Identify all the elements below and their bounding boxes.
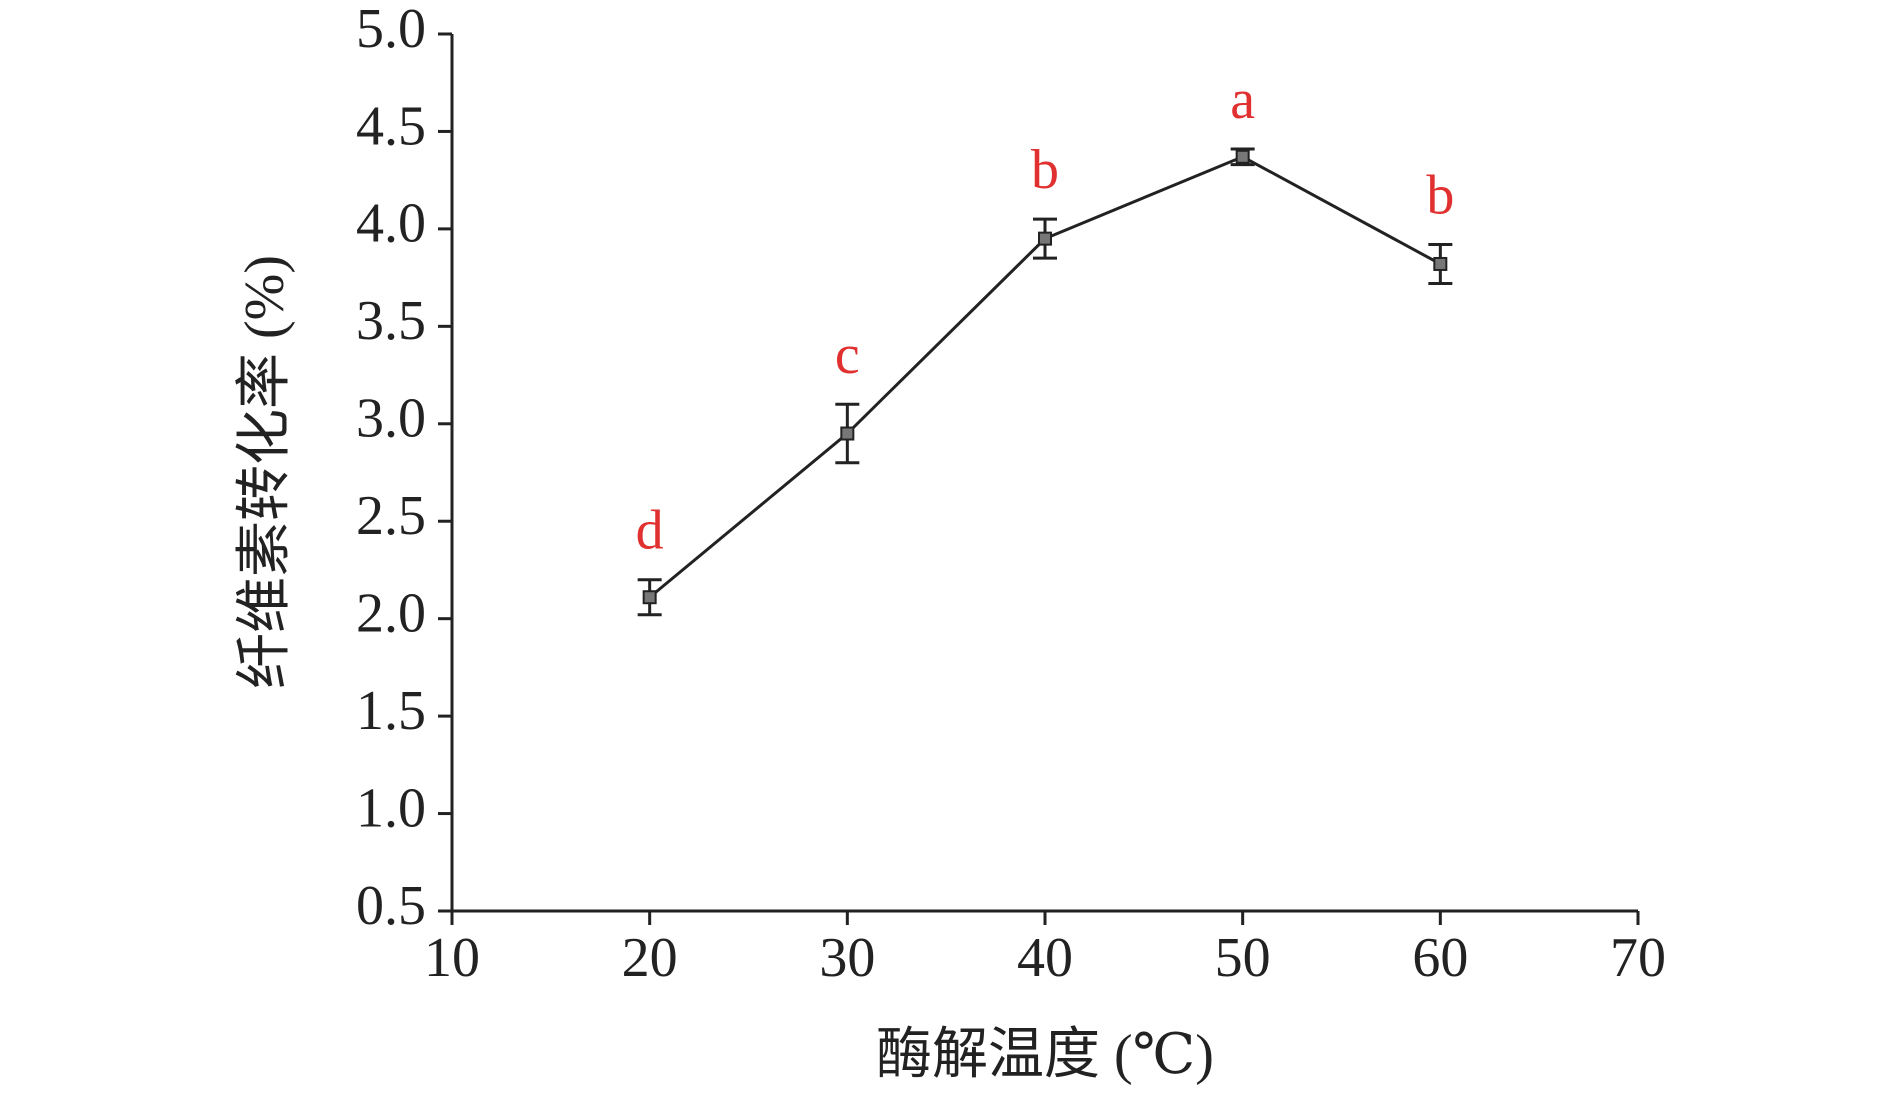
y-tick-label: 5.0 — [356, 0, 426, 60]
x-tick-label: 20 — [622, 927, 678, 989]
x-tick-label: 40 — [1017, 927, 1073, 989]
annotation: a — [1230, 69, 1255, 131]
y-tick-label: 0.5 — [356, 875, 426, 937]
marker — [840, 426, 855, 441]
y-tick-label: 3.0 — [356, 388, 426, 450]
y-tick-label: 1.0 — [356, 777, 426, 839]
marker — [1038, 231, 1052, 246]
x-axis-title: 酶解温度 (℃) — [876, 1024, 1214, 1086]
x-tick-label: 10 — [424, 927, 480, 989]
annotation: d — [636, 500, 664, 562]
y-tick-label: 1.5 — [356, 680, 426, 742]
y-axis-title: 纤维素转化率 (%) — [234, 255, 296, 689]
y-tick-label: 4.0 — [356, 193, 426, 255]
marker — [642, 590, 657, 605]
annotation: b — [1031, 139, 1059, 201]
y-tick-label: 2.5 — [356, 485, 426, 547]
x-tick-label: 50 — [1215, 927, 1271, 989]
marker — [1433, 256, 1448, 271]
marker — [1235, 149, 1250, 164]
annotation: c — [835, 324, 860, 386]
y-tick-label: 4.5 — [356, 95, 426, 157]
x-tick-label: 30 — [819, 927, 875, 989]
y-tick-label: 3.5 — [356, 290, 426, 352]
y-tick-label: 2.0 — [356, 583, 426, 645]
x-tick-label: 70 — [1610, 927, 1666, 989]
x-tick-label: 60 — [1412, 927, 1468, 989]
annotation: b — [1426, 164, 1454, 226]
